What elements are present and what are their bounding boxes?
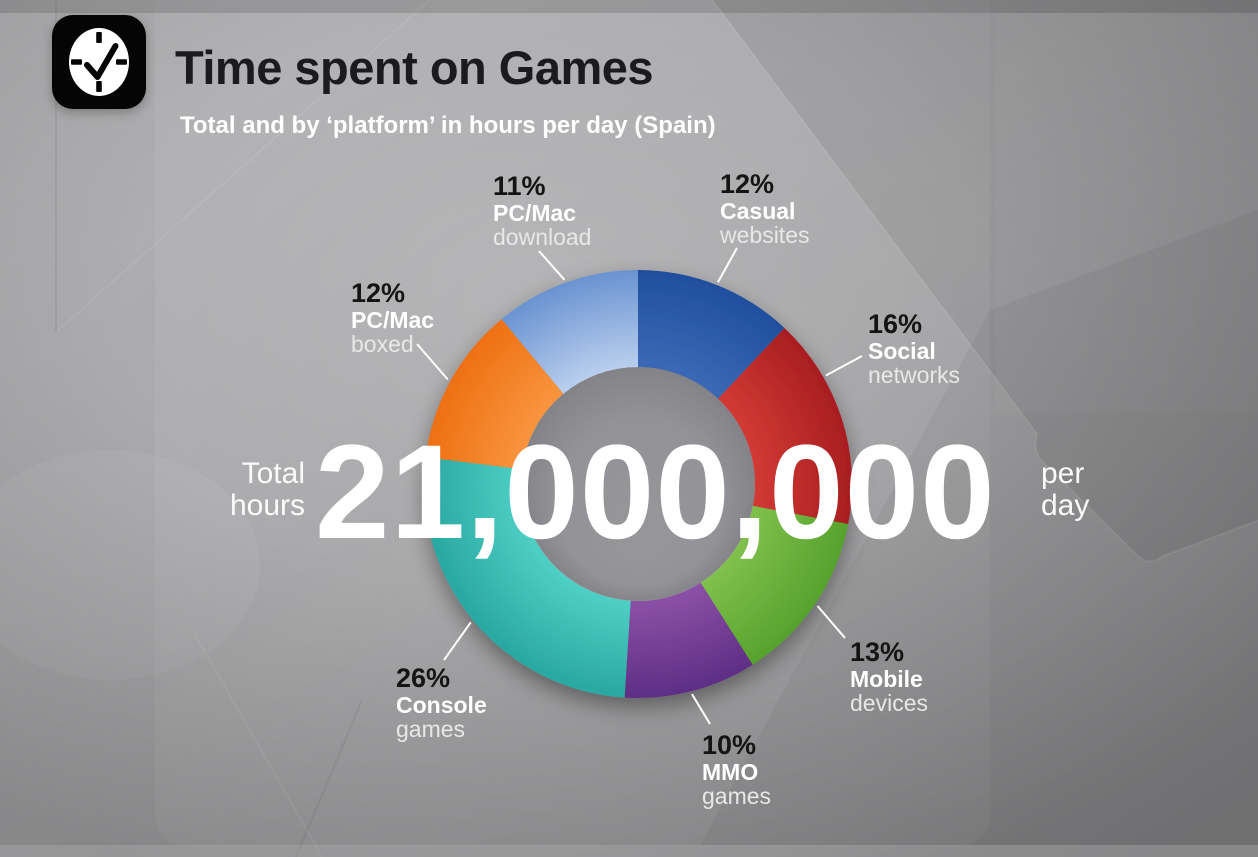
- donut-segment-console-games: [424, 457, 631, 698]
- donut-segment-social-networks: [718, 328, 852, 525]
- leader-line-pc-mac-download: [538, 250, 566, 281]
- segment-pct: 13%: [850, 637, 905, 667]
- per-day-label: per day: [1041, 458, 1089, 522]
- total-hours-label: Total hours: [230, 458, 305, 522]
- segment-subname: games: [702, 783, 772, 809]
- clock-icon: [52, 15, 146, 109]
- leader-line-mobile-devices: [816, 605, 846, 639]
- per-day-line1: per: [1041, 457, 1085, 490]
- total-hours-value: 21,000,000: [315, 418, 996, 567]
- segment-name: PC/Mac: [351, 307, 435, 333]
- segment-name: MMO: [702, 759, 759, 785]
- total-label-line2: hours: [229, 489, 305, 522]
- segment-subname: games: [396, 716, 466, 742]
- segment-pct: 26%: [396, 663, 451, 693]
- segment-name: Mobile: [850, 666, 923, 692]
- segment-pct: 16%: [868, 309, 923, 339]
- leader-line-console-games: [443, 621, 472, 661]
- donut-segment-mobile-devices: [700, 505, 849, 665]
- segment-subname: websites: [720, 222, 810, 248]
- segment-label-console-games: 26% Console games: [396, 663, 487, 742]
- donut-segment-pc-mac-download: [501, 270, 638, 394]
- segment-pct: 11%: [493, 171, 546, 201]
- segment-name: Casual: [720, 198, 796, 224]
- segment-subname: download: [493, 224, 592, 250]
- page-title: Time spent on Games: [175, 41, 654, 94]
- segment-label-pc-mac-boxed: 12% PC/Mac boxed: [351, 278, 435, 357]
- page-subtitle: Total and by ‘platform’ in hours per day…: [180, 112, 716, 139]
- leader-line-casual-websites: [717, 247, 738, 283]
- segment-pct: 12%: [351, 278, 406, 308]
- segment-label-mobile-devices: 13% Mobile devices: [850, 637, 928, 716]
- leader-line-social-networks: [825, 355, 863, 377]
- leader-line-mmo-games: [691, 693, 711, 725]
- segment-label-mmo-games: 10% MMO games: [702, 730, 772, 809]
- segment-name: Social: [868, 338, 936, 364]
- segment-name: PC/Mac: [493, 200, 577, 226]
- total-label-line1: Total: [241, 457, 305, 490]
- segment-subname: networks: [868, 362, 961, 388]
- donut-segment-mmo-games: [624, 582, 753, 699]
- segment-label-social-networks: 16% Social networks: [868, 309, 961, 388]
- segment-label-casual-websites: 12% Casual websites: [720, 169, 810, 248]
- donut-segment-pc-mac-boxed: [425, 319, 564, 470]
- donut-hole: [521, 367, 755, 601]
- segment-subname: boxed: [351, 331, 414, 357]
- segment-subname: devices: [850, 690, 928, 716]
- leader-line-pc-mac-boxed: [416, 343, 449, 381]
- segment-label-pc-mac-download: 11% PC/Mac download: [493, 171, 592, 250]
- per-day-line2: day: [1041, 489, 1090, 522]
- segment-pct: 10%: [702, 730, 757, 760]
- segment-name: Console: [396, 692, 487, 718]
- segment-pct: 12%: [720, 169, 775, 199]
- donut-segment-casual-websites: [638, 270, 785, 399]
